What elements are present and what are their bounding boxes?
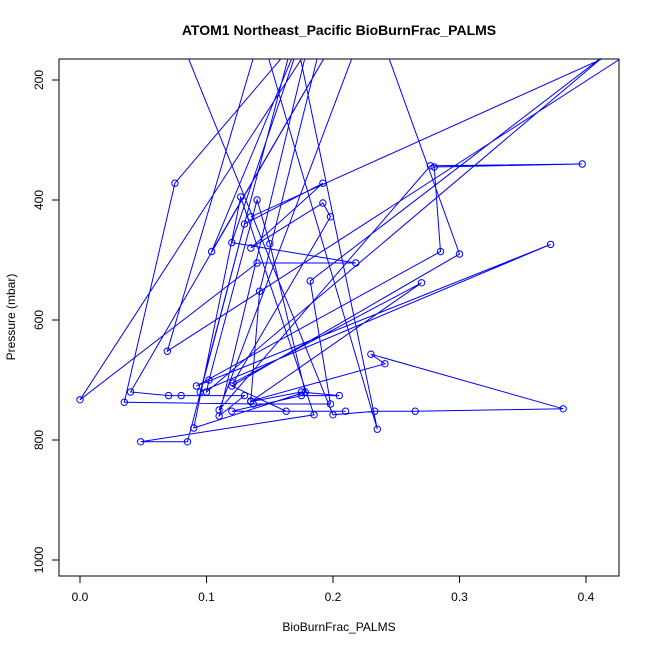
data-point <box>247 397 255 406</box>
x-tick-label: 0.3 <box>451 590 468 604</box>
data-point <box>367 350 375 358</box>
data-point <box>228 407 236 415</box>
y-tick-label: 800 <box>32 430 46 450</box>
data-point <box>255 287 264 295</box>
series-line <box>79 59 619 443</box>
data-point <box>430 163 438 171</box>
data-point <box>240 391 249 400</box>
data-point <box>205 376 213 384</box>
y-tick-label: 1000 <box>32 546 46 573</box>
x-tick-label: 0.2 <box>325 590 342 604</box>
y-axis: 200 400 600 800 1000 <box>32 70 60 573</box>
data-point <box>381 360 389 368</box>
data-point <box>164 391 173 400</box>
data-point <box>297 391 306 400</box>
data-point <box>215 406 223 414</box>
data-point <box>163 347 172 355</box>
x-tick-label: 0.0 <box>72 590 89 604</box>
data-point <box>266 240 274 248</box>
data-point <box>190 424 198 432</box>
data-point <box>240 220 249 228</box>
data-point <box>411 407 419 415</box>
data-point <box>559 405 567 413</box>
data-point <box>76 396 84 404</box>
x-axis-label: BioBurnFrac_PALMS <box>282 620 395 634</box>
data-point <box>371 407 379 415</box>
data-point <box>228 238 236 247</box>
data-point <box>306 277 314 285</box>
data-point <box>177 391 185 400</box>
y-axis-label: Pressure (mbar) <box>4 274 18 361</box>
data-point <box>417 279 426 287</box>
data-point <box>546 240 555 249</box>
data-point <box>352 259 360 267</box>
data-point <box>120 398 129 406</box>
data-point <box>335 391 343 400</box>
data-point <box>426 162 435 170</box>
y-tick-label: 600 <box>32 310 46 330</box>
data-point <box>319 179 327 187</box>
data-point <box>326 213 335 221</box>
data-point <box>455 250 464 258</box>
data-point <box>436 247 445 256</box>
chart-title: ATOM1 Northeast_Pacific BioBurnFrac_PALM… <box>182 22 496 38</box>
data-point <box>253 259 261 267</box>
x-axis: 0.0 0.1 0.2 0.3 0.4 <box>72 575 595 604</box>
data-point <box>247 213 255 221</box>
data-point <box>319 199 327 207</box>
data-point <box>247 244 255 252</box>
data-point <box>578 160 586 168</box>
data-point <box>228 382 236 390</box>
y-tick-label: 400 <box>32 190 46 210</box>
data-point <box>297 388 306 396</box>
data-point <box>282 407 290 415</box>
y-tick-label: 200 <box>32 70 46 90</box>
data-point <box>326 400 335 408</box>
data-point <box>196 388 204 396</box>
data-point <box>373 425 381 433</box>
data-point <box>253 196 261 204</box>
data-point <box>126 388 135 396</box>
data-point <box>329 411 337 419</box>
data-point <box>249 400 258 408</box>
data-point <box>192 382 201 390</box>
data-point <box>237 193 245 201</box>
data-point <box>183 438 192 446</box>
series-layer <box>76 59 619 446</box>
x-tick-label: 0.1 <box>198 590 215 604</box>
data-point <box>137 438 145 446</box>
data-point <box>341 407 350 415</box>
data-point <box>310 411 318 419</box>
data-point <box>207 247 216 256</box>
data-point <box>171 179 179 187</box>
x-tick-label: 0.4 <box>578 590 595 604</box>
